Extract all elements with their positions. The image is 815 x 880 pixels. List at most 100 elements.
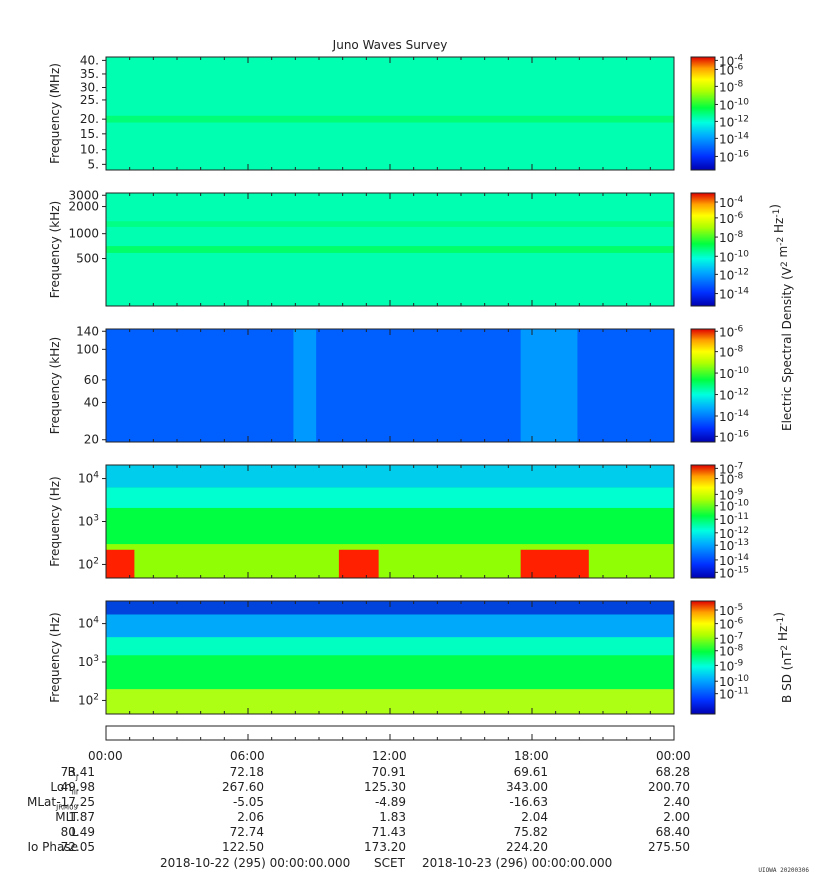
spectrogram-image <box>106 329 674 442</box>
ephemeris-value: 275.50 <box>648 840 690 854</box>
intense-emission <box>520 549 589 578</box>
y-tick-label: 104 <box>78 471 99 486</box>
y-tick-label: 20. <box>80 112 99 126</box>
spectrogram-panel-4: 104 103 102 Frequency (Hz) 10-710-810-910-10… <box>48 461 749 580</box>
ephemeris-row-label: LonIII <box>50 780 78 797</box>
ephemeris-value: 2.40 <box>663 795 690 809</box>
y-tick-label: 40 <box>84 395 99 409</box>
ephemeris-value: 68.40 <box>655 825 690 839</box>
emission-band <box>106 614 674 638</box>
ephemeris-value: 70.91 <box>371 765 406 779</box>
y-tick-label: 1000 <box>68 227 99 241</box>
ephemeris-value: -17.25 <box>56 795 95 809</box>
ephemeris-value: 343.00 <box>506 780 548 794</box>
ephemeris-value: 173.20 <box>364 840 406 854</box>
colorbar-tick-label: 10-6 <box>719 211 744 226</box>
y-tick-label: 20 <box>84 433 99 447</box>
ephemeris-value: 2.04 <box>521 810 548 824</box>
ephemeris-value: 49.98 <box>60 780 95 794</box>
ephemeris-value: 267.60 <box>222 780 264 794</box>
colorbar-tick-label: 10-10 <box>719 674 749 689</box>
colorbar-tick-label: 10-10 <box>719 249 749 264</box>
y-axis-label: Frequency (MHz) <box>48 63 62 164</box>
colorbar-tick-label: 10-7 <box>719 461 743 476</box>
ephemeris-value: 68.28 <box>655 765 690 779</box>
colorbar-tick-label: 10-8 <box>719 345 744 360</box>
ephemeris-value: -5.05 <box>232 795 264 809</box>
colorbar <box>690 464 716 579</box>
colorbar-tick-label: 10-6 <box>719 617 744 632</box>
colorbar-tick-label: 10-15 <box>719 565 749 580</box>
colorbar-label: Electric Spectral Density (V2 m-2 Hz-1) <box>768 204 794 431</box>
colorbar-tick-label: 10-12 <box>719 526 749 541</box>
colorbar-tick-label: 10-5 <box>719 603 743 618</box>
y-tick-label: 35. <box>80 67 99 81</box>
colorbar-tick-label: 10-14 <box>719 287 749 302</box>
colorbar-tick-label: 10-10 <box>719 499 749 514</box>
y-tick-label: 103 <box>78 514 99 529</box>
colorbar-tick-label: 10-12 <box>719 267 749 282</box>
ephemeris-value: 1.83 <box>379 810 406 824</box>
colorbar <box>690 192 716 307</box>
ephemeris-value: 224.20 <box>506 840 548 854</box>
colorbar-tick-label: 10-6 <box>719 324 744 339</box>
chart-title: Juno Waves Survey <box>332 38 448 52</box>
time-tick-label: 18:00 <box>514 749 549 763</box>
ephemeris-value: 200.70 <box>648 780 690 794</box>
ephemeris-value: 72.18 <box>229 765 264 779</box>
colorbar-tick-label: 10-6 <box>719 62 744 77</box>
colorbar-label: B SD (nT2 Hz-1) <box>772 612 794 703</box>
emission-band <box>106 655 674 690</box>
y-tick-label: 500 <box>76 252 99 266</box>
colorbar-tick-label: 10-14 <box>719 553 749 568</box>
y-tick-label: 15. <box>80 127 99 141</box>
y-tick-label: 104 <box>78 616 99 631</box>
y-tick-label: 3000 <box>68 188 99 202</box>
y-tick-label: 140 <box>76 324 99 338</box>
intense-emission <box>106 549 135 578</box>
colorbar-tick-label: 10-16 <box>719 149 749 164</box>
emission-band <box>106 115 674 123</box>
spectrogram-panel-1: 40.35.30.25. 20.15. 10.5. Frequency (MHz) 10… <box>48 53 749 171</box>
y-tick-label: 102 <box>78 556 99 571</box>
ephemeris-row-label: MLatJRM09 <box>27 795 78 812</box>
intense-emission <box>338 549 379 578</box>
ephemeris-value: 72.05 <box>60 840 95 854</box>
y-tick-label: 10. <box>80 143 99 157</box>
colorbar-tick-label: 10-13 <box>719 538 749 553</box>
colorbar-tick-label: 10-10 <box>719 366 749 381</box>
time-tick-label: 12:00 <box>372 749 407 763</box>
ephemeris-value: 69.61 <box>513 765 548 779</box>
y-tick-label: 102 <box>78 692 99 707</box>
ephemeris-row-label: RJ <box>67 765 78 782</box>
colorbar-tick-label: 10-8 <box>719 472 744 487</box>
ephemeris-value: 71.43 <box>371 825 406 839</box>
ephemeris-value: 122.50 <box>222 840 264 854</box>
colorbar-tick-label: 10-8 <box>719 79 744 94</box>
ephemeris-value: 72.74 <box>229 825 264 839</box>
y-tick-label: 100 <box>76 342 99 356</box>
y-tick-label: 25. <box>80 93 99 107</box>
colorbar <box>690 328 716 443</box>
footer-scet-label: SCET <box>374 856 405 870</box>
ephemeris-value: 80.49 <box>60 825 95 839</box>
colorbar <box>690 56 716 171</box>
emission-burst <box>293 329 317 442</box>
ephemeris-value: -4.89 <box>374 795 406 809</box>
time-tick-label: 00:00 <box>656 749 691 763</box>
ephemeris-value: 125.30 <box>364 780 406 794</box>
ephemeris-value: 73.41 <box>60 765 95 779</box>
colorbar-tick-label: 10-4 <box>719 195 744 210</box>
colorbar-tick-label: 10-11 <box>719 512 749 527</box>
colorbar-tick-label: 10-8 <box>719 644 744 659</box>
colorbar-tick-label: 10-9 <box>719 658 744 673</box>
colorbar-tick-label: 10-10 <box>719 97 749 112</box>
version-stamp: UIOWA 20200306 <box>758 867 809 874</box>
colorbar-tick-label: 10-4 <box>719 53 744 68</box>
time-tick-label: 00:00 <box>88 749 123 763</box>
emission-band <box>106 246 674 253</box>
colorbar-tick-label: 10-12 <box>719 388 749 403</box>
